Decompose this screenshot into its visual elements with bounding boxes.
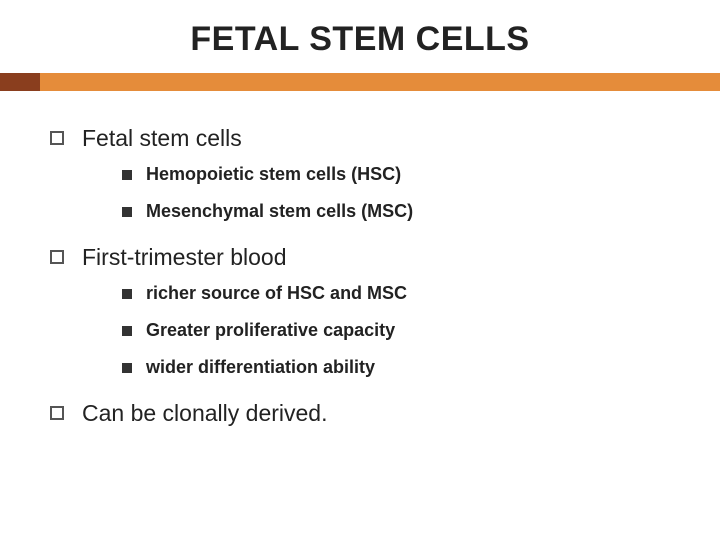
list-item-lvl1-label: Can be clonally derived. <box>82 400 327 427</box>
content-area: Fetal stem cells Hemopoietic stem cells (… <box>0 91 720 427</box>
list-item-lvl2: richer source of HSC and MSC <box>122 283 670 304</box>
list-item-lvl2-label: Mesenchymal stem cells (MSC) <box>146 201 413 222</box>
sublist: Hemopoietic stem cells (HSC) Mesenchymal … <box>50 164 670 222</box>
list-item-lvl2-label: Greater proliferative capacity <box>146 320 395 341</box>
slide-title: FETAL STEM CELLS <box>0 20 720 59</box>
list-item-lvl2: Greater proliferative capacity <box>122 320 670 341</box>
accent-bar <box>0 73 720 91</box>
sublist: richer source of HSC and MSC Greater prol… <box>50 283 670 378</box>
list-item-lvl2: Mesenchymal stem cells (MSC) <box>122 201 670 222</box>
filled-square-bullet-icon <box>122 207 132 217</box>
list-item-lvl2: wider differentiation ability <box>122 357 670 378</box>
list-item-lvl1-label: First-trimester blood <box>82 244 286 271</box>
hollow-square-bullet-icon <box>50 250 64 264</box>
list-item-lvl2-label: Hemopoietic stem cells (HSC) <box>146 164 401 185</box>
slide: FETAL STEM CELLS Fetal stem cells Hemopoi… <box>0 0 720 540</box>
hollow-square-bullet-icon <box>50 131 64 145</box>
accent-bar-left <box>0 73 40 91</box>
filled-square-bullet-icon <box>122 326 132 336</box>
list-item-lvl2: Hemopoietic stem cells (HSC) <box>122 164 670 185</box>
accent-bar-right <box>40 73 720 91</box>
filled-square-bullet-icon <box>122 289 132 299</box>
list-item-lvl2-label: wider differentiation ability <box>146 357 375 378</box>
filled-square-bullet-icon <box>122 170 132 180</box>
list-item-lvl1: Fetal stem cells <box>50 125 670 152</box>
list-item-lvl1-label: Fetal stem cells <box>82 125 242 152</box>
hollow-square-bullet-icon <box>50 406 64 420</box>
filled-square-bullet-icon <box>122 363 132 373</box>
list-item-lvl1: First-trimester blood <box>50 244 670 271</box>
list-item-lvl2-label: richer source of HSC and MSC <box>146 283 407 304</box>
list-item-lvl1: Can be clonally derived. <box>50 400 670 427</box>
